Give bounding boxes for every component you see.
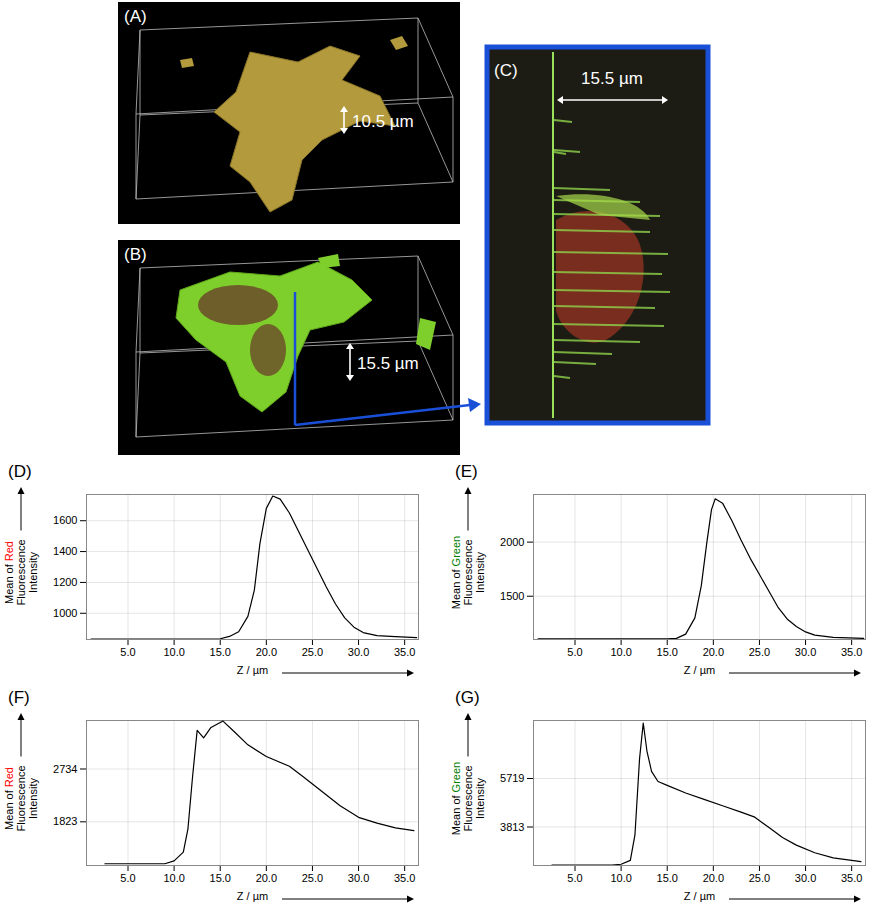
svg-text:5.0: 5.0 [120,646,135,658]
svg-text:25.0: 25.0 [749,646,770,658]
svg-text:20.0: 20.0 [256,872,277,884]
svg-text:5.0: 5.0 [567,872,582,884]
svg-text:1000: 1000 [53,607,77,619]
svg-text:30.0: 30.0 [795,646,816,658]
svg-text:20.0: 20.0 [703,872,724,884]
svg-text:15.5 µm: 15.5 µm [581,69,643,88]
svg-text:5719: 5719 [500,772,524,784]
svg-text:1500: 1500 [500,590,524,602]
svg-text:10.0: 10.0 [163,872,184,884]
svg-text:Z / µm: Z / µm [237,664,268,676]
svg-text:Fluorescence: Fluorescence [462,765,474,831]
html-text:(G): (G) [455,688,480,707]
svg-text:Fluorescence: Fluorescence [462,539,474,605]
svg-text:35.0: 35.0 [841,872,862,884]
svg-text:1400: 1400 [53,545,77,557]
svg-text:Intensity: Intensity [27,778,39,819]
svg-text:Mean of Green: Mean of Green [450,762,462,835]
html-text:(D): (D) [8,462,32,481]
svg-text:Intensity: Intensity [474,778,486,819]
svg-text:15.0: 15.0 [657,872,678,884]
svg-text:1823: 1823 [53,815,77,827]
svg-text:20.0: 20.0 [703,646,724,658]
svg-text:35.0: 35.0 [841,646,862,658]
svg-text:Mean of Red: Mean of Red [3,541,15,604]
svg-text:Fluorescence: Fluorescence [15,765,27,831]
svg-text:25.0: 25.0 [302,646,323,658]
svg-text:(C): (C) [494,61,518,80]
svg-text:10.0: 10.0 [610,872,631,884]
svg-text:30.0: 30.0 [348,646,369,658]
svg-text:10.0: 10.0 [610,646,631,658]
svg-text:(B): (B) [124,245,147,264]
svg-text:1200: 1200 [53,576,77,588]
svg-text:35.0: 35.0 [394,646,415,658]
svg-text:2734: 2734 [53,763,77,775]
svg-text:15.0: 15.0 [210,872,231,884]
svg-text:5.0: 5.0 [567,646,582,658]
svg-text:15.0: 15.0 [210,646,231,658]
svg-text:Mean of Red: Mean of Red [3,767,15,830]
svg-text:25.0: 25.0 [749,872,770,884]
svg-text:1600: 1600 [53,514,77,526]
svg-text:20.0: 20.0 [256,646,277,658]
svg-text:Intensity: Intensity [474,552,486,593]
svg-text:Z / µm: Z / µm [684,664,715,676]
svg-text:3813: 3813 [500,821,524,833]
svg-text:15.5 µm: 15.5 µm [357,354,419,373]
svg-text:Z / µm: Z / µm [237,890,268,902]
svg-text:35.0: 35.0 [394,872,415,884]
svg-text:30.0: 30.0 [795,872,816,884]
svg-text:Fluorescence: Fluorescence [15,539,27,605]
svg-text:10.5 µm: 10.5 µm [352,112,414,131]
svg-text:2000: 2000 [500,536,524,548]
svg-text:25.0: 25.0 [302,872,323,884]
html-text:(E): (E) [455,462,478,481]
svg-text:15.0: 15.0 [657,646,678,658]
svg-text:10.0: 10.0 [163,646,184,658]
svg-text:5.0: 5.0 [120,872,135,884]
svg-text:Mean of Green: Mean of Green [450,536,462,609]
svg-text:30.0: 30.0 [348,872,369,884]
html-text:(F): (F) [8,688,30,707]
svg-text:Intensity: Intensity [27,552,39,593]
svg-text:(A): (A) [124,7,147,26]
svg-text:Z / µm: Z / µm [684,890,715,902]
